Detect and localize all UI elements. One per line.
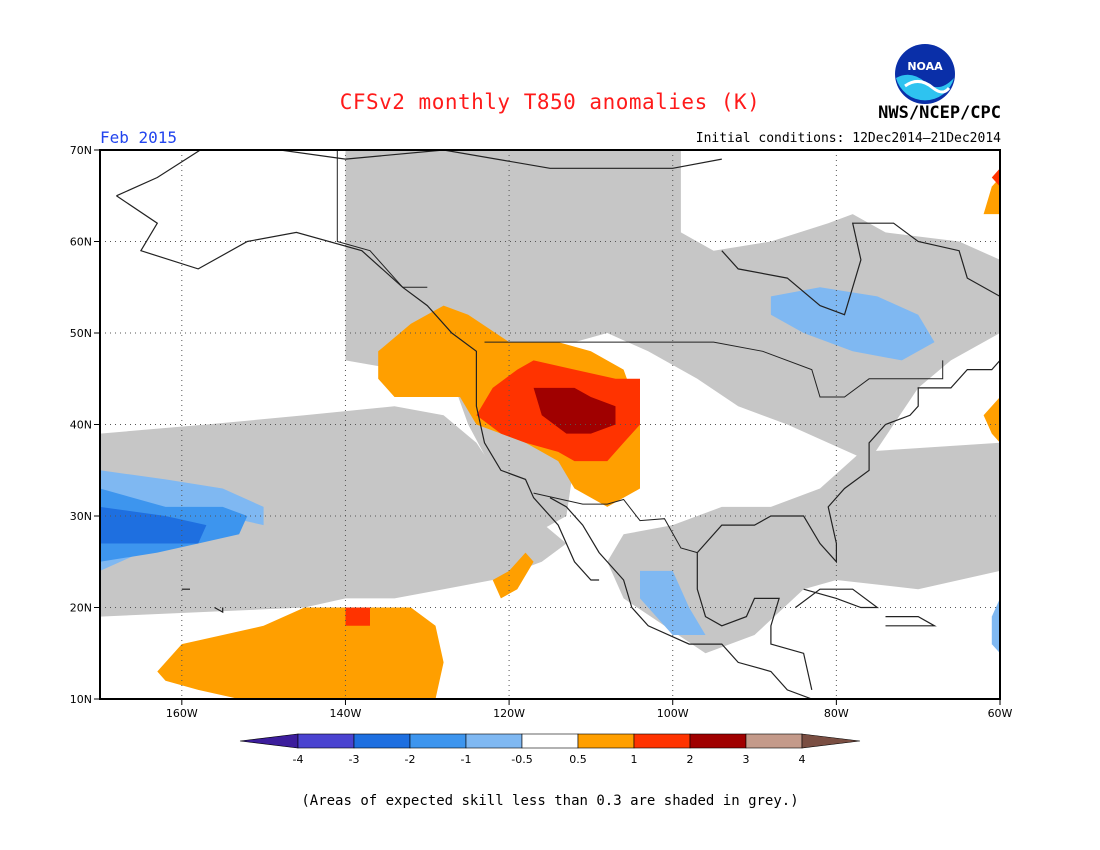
colorbar-segment (465, 733, 523, 749)
colorbar-segment (521, 733, 579, 749)
colorbar-segment (745, 733, 803, 749)
colorbar-label: -4 (293, 753, 304, 766)
anomaly-region-o05 (492, 552, 534, 599)
anomaly-region-o05 (983, 397, 1000, 443)
latitude-tick-label: 10N (70, 693, 92, 706)
latitude-tick-label: 70N (70, 144, 92, 157)
latitude-tick-label: 40N (70, 419, 92, 432)
anomaly-region-b2 (100, 506, 207, 544)
colorbar-label: 3 (743, 753, 750, 766)
anomaly-region-o05 (157, 607, 444, 699)
longitude-tick-label: 140W (330, 707, 362, 720)
latitude-tick-label: 20N (70, 602, 92, 615)
colorbar-segment (577, 733, 635, 749)
colorbar-segment (633, 733, 691, 749)
anomaly-region-b05 (770, 287, 935, 361)
anomaly-region-grey (100, 150, 1000, 535)
longitude-tick-label: 60W (988, 707, 1013, 720)
anomaly-region-grey (607, 442, 1000, 654)
chart-title: CFSv2 monthly T850 anomalies (K) (339, 90, 761, 114)
latitude-tick-label: 50N (70, 327, 92, 340)
skill-note: (Areas of expected skill less than 0.3 a… (301, 793, 799, 809)
longitude-tick-label: 120W (493, 707, 525, 720)
country-border (336, 150, 428, 288)
coastline (116, 195, 600, 581)
anomaly-region-o05 (983, 177, 1000, 215)
forecast-month-label: Feb 2015 (100, 128, 178, 147)
coastline (696, 360, 1000, 564)
noaa-logo: NOAA (895, 44, 955, 104)
anomaly-region-o1 (991, 168, 1000, 187)
colorbar-segment (409, 733, 467, 749)
latitude-tick-label: 60N (70, 236, 92, 249)
colorbar-min-arrow (239, 733, 299, 749)
colorbar-label: -3 (349, 753, 360, 766)
country-border (484, 341, 944, 398)
colorbar-segment (297, 733, 355, 749)
colorbar-label: 2 (687, 753, 694, 766)
coastline (549, 497, 813, 699)
longitude-tick-label: 80W (824, 707, 849, 720)
coastline (795, 588, 880, 609)
coastline (116, 150, 722, 197)
agency-label: NWS/NCEP/CPC (878, 103, 1001, 123)
colorbar-label: 1 (631, 753, 638, 766)
colorbar-segment (353, 733, 411, 749)
colorbar-label: -2 (405, 753, 416, 766)
initial-conditions-label: Initial conditions: 12Dec2014–21Dec2014 (695, 131, 1001, 146)
anomaly-region-b05 (640, 570, 706, 635)
colorbar-max-arrow (801, 733, 861, 749)
anomaly-region-o1 (345, 607, 370, 626)
colorbar: -4 -3 -2 -1 -0.5 0.5 1 2 3 4 (239, 733, 861, 766)
colorbar-label: -1 (461, 753, 472, 766)
anomaly-region-grey (100, 406, 567, 617)
coastline (696, 552, 813, 691)
colorbar-label: 4 (799, 753, 806, 766)
logo-text: NOAA (907, 60, 943, 73)
longitude-tick-label: 160W (166, 707, 198, 720)
country-border (533, 492, 698, 554)
longitude-tick-label: 100W (657, 707, 689, 720)
coastline (885, 615, 937, 627)
colorbar-segment (689, 733, 747, 749)
colorbar-label: -0.5 (511, 753, 532, 766)
coastline (721, 222, 1000, 316)
colorbar-label: 0.5 (569, 753, 587, 766)
anomaly-map: 70N 60N 50N 40N 30N 20N 10N 160W 140W 120W 100W 80W… (70, 144, 1013, 720)
anomaly-region-b05 (991, 598, 1000, 654)
anomaly-region-o2 (533, 387, 616, 434)
latitude-tick-label: 30N (70, 510, 92, 523)
coastline (214, 606, 224, 614)
